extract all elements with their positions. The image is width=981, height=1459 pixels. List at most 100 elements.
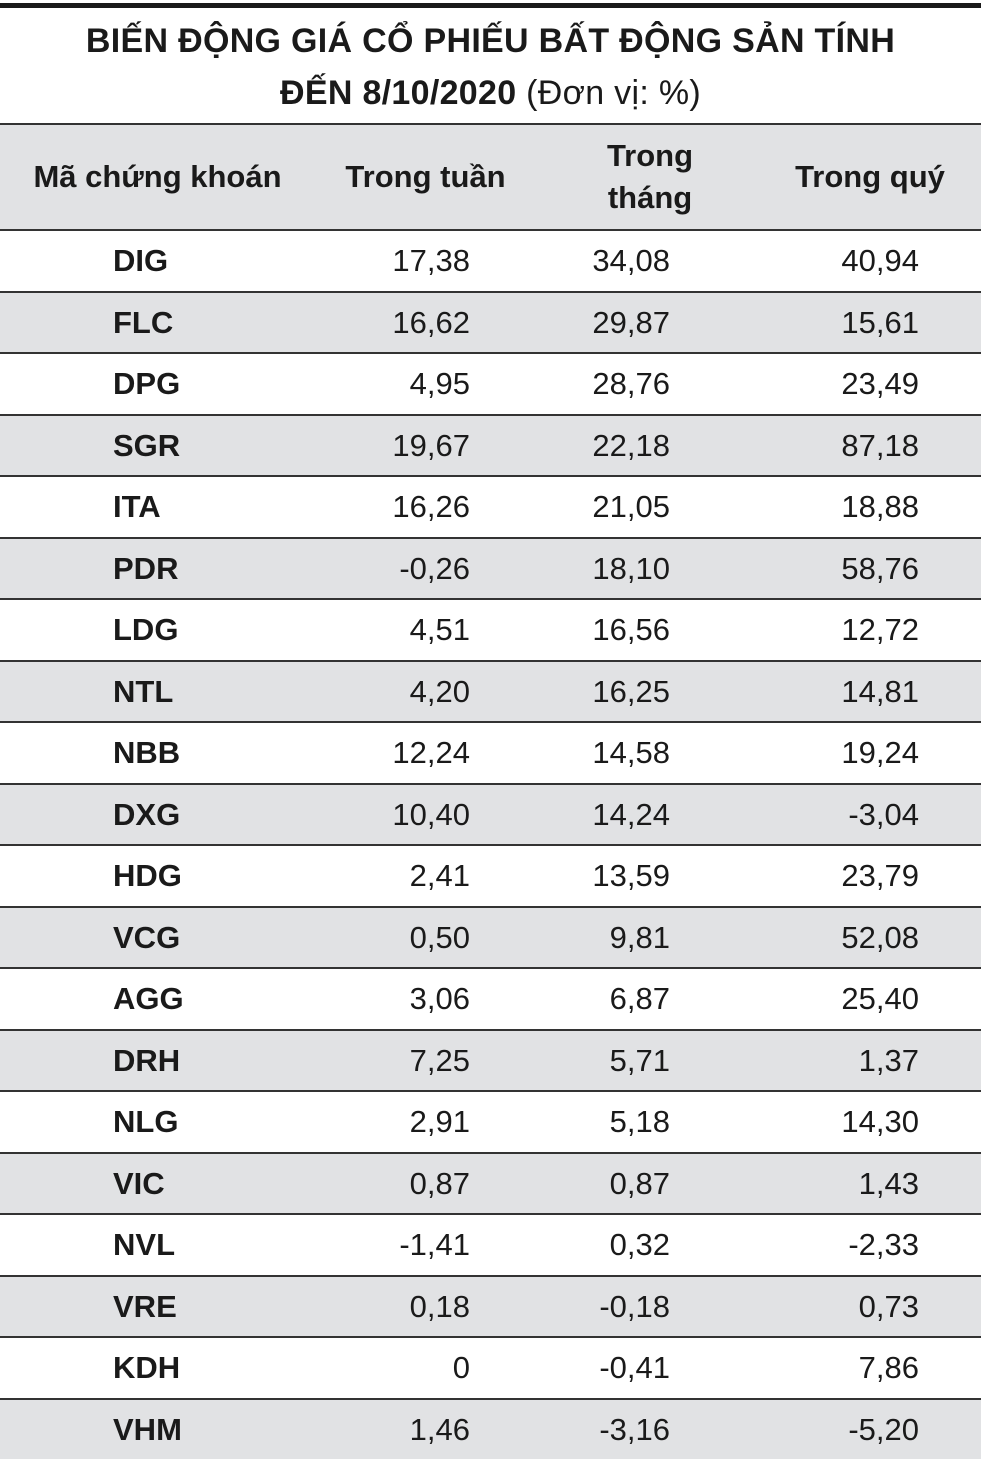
value-cell: 12,24	[392, 735, 470, 770]
value-cell: -1,41	[399, 1227, 470, 1262]
value-cell: 19,67	[392, 427, 470, 463]
table-row: DIG 17,38 34,08 40,94	[0, 229, 981, 291]
value-cell: -3,04	[848, 796, 919, 832]
value-cell: 18,88	[841, 489, 919, 524]
value-cell: 15,61	[841, 304, 919, 340]
table-row: NLG 2,91 5,18 14,30	[0, 1090, 981, 1152]
value-cell: 52,08	[841, 919, 919, 955]
stock-code: KDH	[113, 1350, 181, 1385]
value-cell: 0,87	[409, 1165, 470, 1201]
value-cell: 19,24	[841, 735, 919, 770]
column-header: Trong tuần	[345, 159, 506, 194]
stock-code: VCG	[113, 919, 181, 955]
value-cell: 58,76	[841, 550, 919, 586]
value-cell: 4,51	[409, 612, 470, 647]
stock-code: DXG	[113, 796, 181, 832]
column-header: Mã chứng khoán	[33, 159, 282, 194]
value-cell: 0,73	[858, 1288, 919, 1324]
table-row: SGR 19,67 22,18 87,18	[0, 413, 981, 475]
value-cell: 16,56	[592, 612, 670, 647]
value-cell: 1,46	[409, 1411, 470, 1447]
value-cell: 7,86	[858, 1350, 919, 1385]
stock-code: VIC	[113, 1165, 165, 1201]
column-header: Trong tháng	[606, 138, 694, 215]
value-cell: 40,94	[841, 243, 919, 278]
value-cell: -5,20	[848, 1411, 919, 1447]
value-cell: 5,18	[609, 1104, 670, 1139]
value-cell: 14,24	[592, 796, 670, 832]
value-cell: 4,95	[409, 366, 470, 401]
value-cell: 16,25	[592, 673, 670, 709]
table-row: KDH 0 -0,41 7,86	[0, 1336, 981, 1398]
value-cell: 17,38	[392, 243, 470, 278]
value-cell: 5,71	[609, 1042, 670, 1078]
value-cell: 25,40	[841, 981, 919, 1016]
value-cell: 2,91	[409, 1104, 470, 1139]
value-cell: 29,87	[592, 304, 670, 340]
value-cell: 23,49	[841, 366, 919, 401]
stock-code: DPG	[113, 366, 181, 401]
value-cell: 0,50	[409, 919, 470, 955]
title-line: ĐẾN 8/10/2020 (Đơn vị: %)	[0, 74, 981, 113]
value-cell: 12,72	[841, 612, 919, 647]
stock-code: PDR	[113, 550, 179, 586]
value-cell: 13,59	[592, 858, 670, 893]
value-cell: 16,62	[392, 304, 470, 340]
table-row: HDG 2,41 13,59 23,79	[0, 844, 981, 906]
value-cell: -0,41	[599, 1350, 670, 1385]
value-cell: 18,10	[592, 550, 670, 586]
table-row: FLC 16,62 29,87 15,61	[0, 290, 981, 352]
stock-code: NTL	[113, 673, 174, 709]
value-cell: 87,18	[841, 427, 919, 463]
table-row: DXG 10,40 14,24 -3,04	[0, 782, 981, 844]
table-row: AGG 3,06 6,87 25,40	[0, 967, 981, 1029]
title: ĐẾN 8/10/2020	[280, 74, 517, 112]
value-cell: 0,18	[409, 1288, 470, 1324]
table-row: NBB 12,24 14,58 19,24	[0, 721, 981, 783]
value-cell: 28,76	[592, 366, 670, 401]
value-cell: 3,06	[409, 981, 470, 1016]
stock-code: ITA	[113, 489, 161, 524]
value-cell: 23,79	[841, 858, 919, 893]
stock-code: NBB	[113, 735, 181, 770]
value-cell: 14,30	[841, 1104, 919, 1139]
title: BIẾN ĐỘNG GIÁ CỔ PHIẾU BẤT ĐỘNG SẢN TÍNH	[85, 22, 896, 60]
value-cell: 16,26	[392, 489, 470, 524]
stock-code: NVL	[113, 1227, 175, 1262]
top-rule	[0, 3, 981, 8]
stock-code: FLC	[113, 304, 174, 340]
value-cell: -0,26	[399, 550, 470, 586]
table-row: NTL 4,20 16,25 14,81	[0, 659, 981, 721]
header-row: Mã chứng khoán Trong tuần Trong tháng Trong…	[0, 123, 981, 229]
table-row: VRE 0,18 -0,18 0,73	[0, 1274, 981, 1336]
table-row: PDR -0,26 18,10 58,76	[0, 536, 981, 598]
stock-code: SGR	[113, 427, 181, 463]
stock-code: VRE	[113, 1288, 177, 1324]
stock-code: DIG	[113, 243, 169, 278]
value-cell: 6,87	[609, 981, 670, 1016]
value-cell: 21,05	[592, 489, 670, 524]
stock-code: HDG	[113, 858, 182, 893]
stock-code: DRH	[113, 1042, 181, 1078]
value-cell: -3,16	[599, 1411, 670, 1447]
stock-code: NLG	[113, 1104, 179, 1139]
value-cell: 0	[452, 1350, 470, 1385]
value-cell: -2,33	[848, 1227, 919, 1262]
value-cell: 4,20	[409, 673, 470, 709]
stock-code: AGG	[113, 981, 184, 1016]
value-cell: 1,43	[858, 1165, 919, 1201]
value-cell: 0,32	[609, 1227, 670, 1262]
value-cell: 2,41	[409, 858, 470, 893]
unit: (Đơn vị: %)	[526, 74, 701, 112]
table-row: NVL -1,41 0,32 -2,33	[0, 1213, 981, 1275]
table-row: LDG 4,51 16,56 12,72	[0, 598, 981, 660]
table-row: DPG 4,95 28,76 23,49	[0, 352, 981, 414]
value-cell: 14,58	[592, 735, 670, 770]
column-header: Trong quý	[795, 159, 945, 194]
value-cell: 7,25	[409, 1042, 470, 1078]
stock-code: VHM	[113, 1411, 182, 1447]
value-cell: 0,87	[609, 1165, 670, 1201]
table-row: VIC 0,87 0,87 1,43	[0, 1151, 981, 1213]
value-cell: 14,81	[841, 673, 919, 709]
